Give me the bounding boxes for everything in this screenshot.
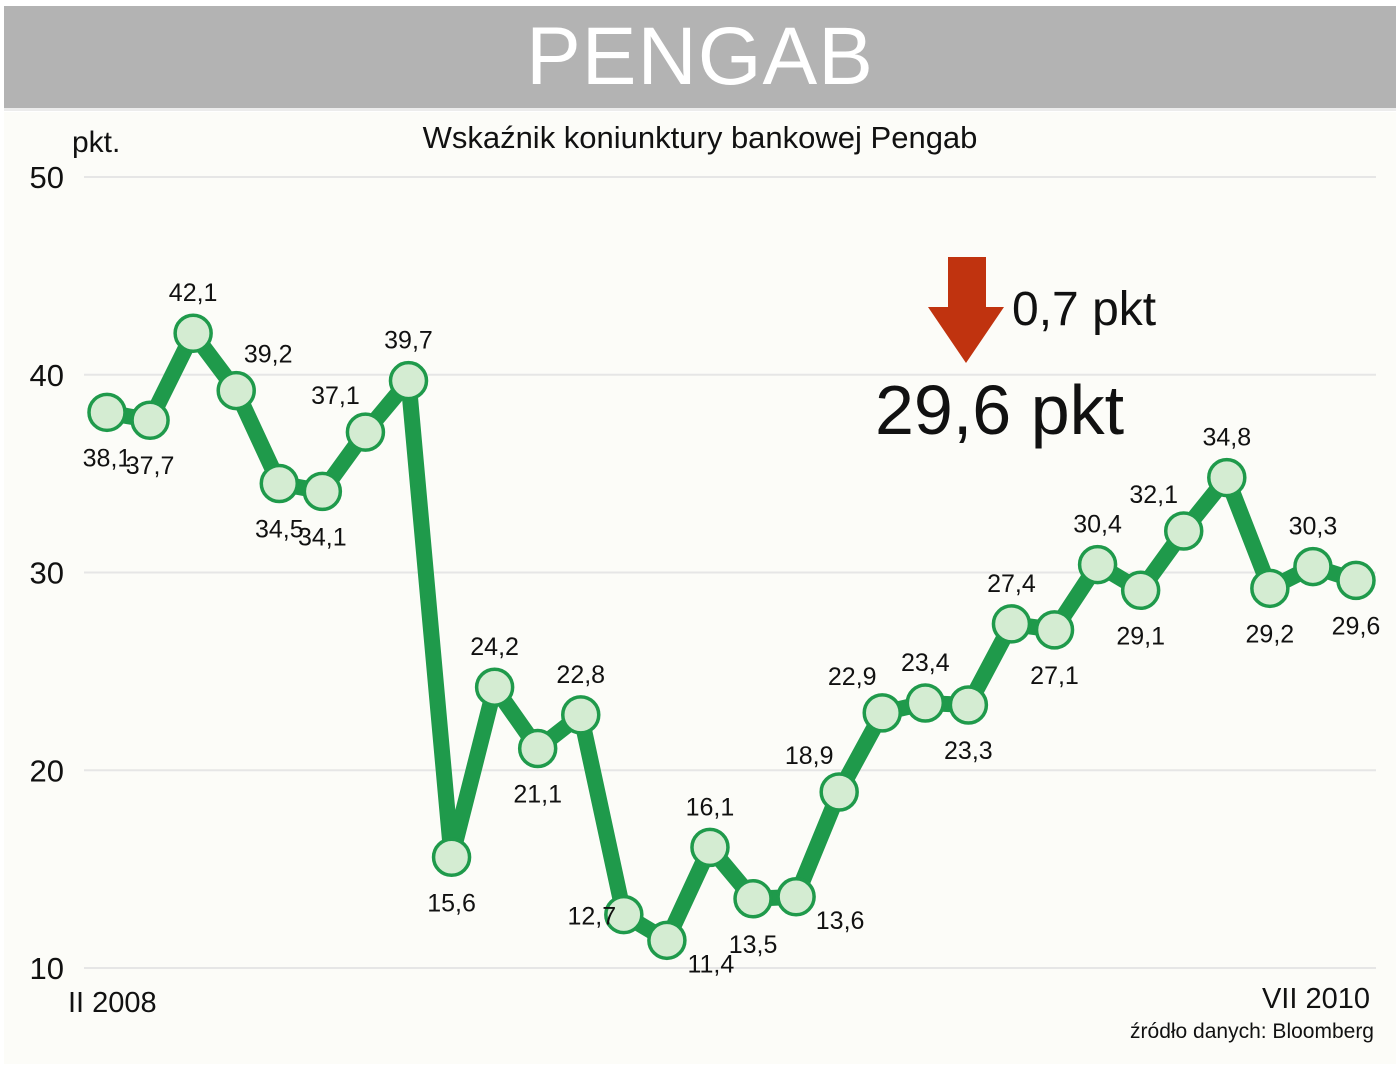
data-label-15: 13,5 (729, 931, 778, 959)
y-tick-label-40: 40 (30, 358, 64, 393)
data-point-10 (517, 728, 558, 769)
data-label-14: 16,1 (686, 793, 735, 821)
current-value: 29,6 pkt (875, 371, 1124, 449)
data-point-13 (647, 920, 687, 961)
data-label-0: 38,1 (83, 444, 132, 472)
series-line (99, 325, 1364, 949)
y-axis-ticks: 10 20 30 40 50 (30, 160, 64, 986)
data-label-24: 29,1 (1116, 622, 1165, 650)
markers-group (87, 313, 1376, 961)
chart-title: Wskaźnik koniunktury bankowej Pengab (423, 120, 978, 155)
header-title: PENGAB (526, 11, 874, 102)
data-point-1 (130, 400, 170, 440)
data-label-29: 29,6 (1332, 612, 1381, 640)
data-label-26: 34,8 (1202, 424, 1251, 452)
data-label-4: 34,5 (255, 516, 304, 544)
y-tick-label-30: 30 (30, 556, 64, 591)
data-label-5: 34,1 (298, 523, 347, 551)
header-bar: PENGAB (4, 6, 1396, 111)
data-point-11 (561, 695, 601, 735)
data-label-23: 30,4 (1073, 511, 1122, 539)
y-tick-label-10: 10 (30, 951, 64, 986)
data-label-1: 37,7 (126, 452, 175, 480)
change-value: 0,7 pkt (1012, 283, 1156, 336)
data-point-8 (431, 837, 472, 878)
data-label-25: 32,1 (1129, 481, 1178, 509)
data-label-20: 23,3 (944, 737, 993, 765)
data-label-11: 22,8 (556, 661, 605, 689)
data-point-6 (345, 412, 386, 452)
data-point-17 (819, 772, 859, 812)
data-point-9 (474, 667, 515, 707)
data-point-18 (862, 693, 902, 733)
data-label-27: 29,2 (1246, 620, 1295, 648)
data-label-22: 27,1 (1030, 662, 1079, 690)
data-point-5 (302, 471, 343, 512)
data-label-12: 12,7 (567, 903, 616, 931)
x-end-label: VII 2010 (1262, 983, 1370, 1015)
data-point-25 (1163, 511, 1204, 551)
data-label-28: 30,3 (1289, 513, 1338, 541)
data-point-4 (259, 463, 300, 504)
data-point-20 (948, 685, 989, 725)
data-point-2 (173, 313, 213, 353)
data-point-23 (1077, 544, 1118, 585)
data-label-3: 39,2 (244, 341, 293, 369)
data-point-12 (604, 894, 644, 935)
data-point-29 (1336, 560, 1376, 601)
data-label-2: 42,1 (169, 279, 218, 307)
data-label-21: 27,4 (987, 570, 1036, 598)
source-note: źródło danych: Bloomberg (1130, 1020, 1374, 1043)
data-point-14 (690, 827, 730, 868)
data-point-21 (991, 604, 1032, 644)
data-label-8: 15,6 (427, 889, 476, 917)
data-point-3 (216, 370, 256, 411)
y-tick-label-20: 20 (30, 753, 64, 788)
data-point-24 (1120, 570, 1161, 611)
y-tick-label-50: 50 (30, 160, 64, 195)
data-point-7 (388, 360, 429, 401)
chart-panel (4, 112, 1396, 1064)
data-point-28 (1293, 546, 1333, 587)
data-point-16 (776, 877, 816, 917)
data-label-10: 21,1 (513, 780, 562, 808)
data-label-9: 24,2 (470, 633, 519, 661)
grid-lines (84, 176, 1376, 969)
data-label-16: 13,6 (816, 907, 865, 935)
data-point-22 (1034, 610, 1075, 650)
data-point-0 (87, 392, 127, 433)
y-axis-label: pkt. (72, 126, 120, 159)
data-label-7: 39,7 (384, 327, 433, 355)
data-label-17: 18,9 (785, 742, 834, 770)
data-point-15 (733, 879, 773, 919)
down-arrow-icon (928, 257, 1004, 363)
data-labels-group: 38,137,7 42,1 39,2 34,534,1 37,1 39,7 15,6 24,2… (83, 279, 1381, 978)
data-point-19 (905, 683, 946, 723)
data-label-18: 22,9 (828, 663, 877, 691)
data-label-6: 37,1 (311, 382, 360, 410)
data-point-27 (1250, 568, 1290, 609)
x-start-label: II 2008 (68, 987, 157, 1019)
series-line-group (99, 325, 1364, 949)
change-annotation: 0,7 pkt 29,6 pkt (875, 257, 1156, 449)
data-point-26 (1207, 457, 1247, 498)
data-label-13: 11,4 (687, 950, 734, 978)
data-label-19: 23,4 (901, 649, 950, 677)
